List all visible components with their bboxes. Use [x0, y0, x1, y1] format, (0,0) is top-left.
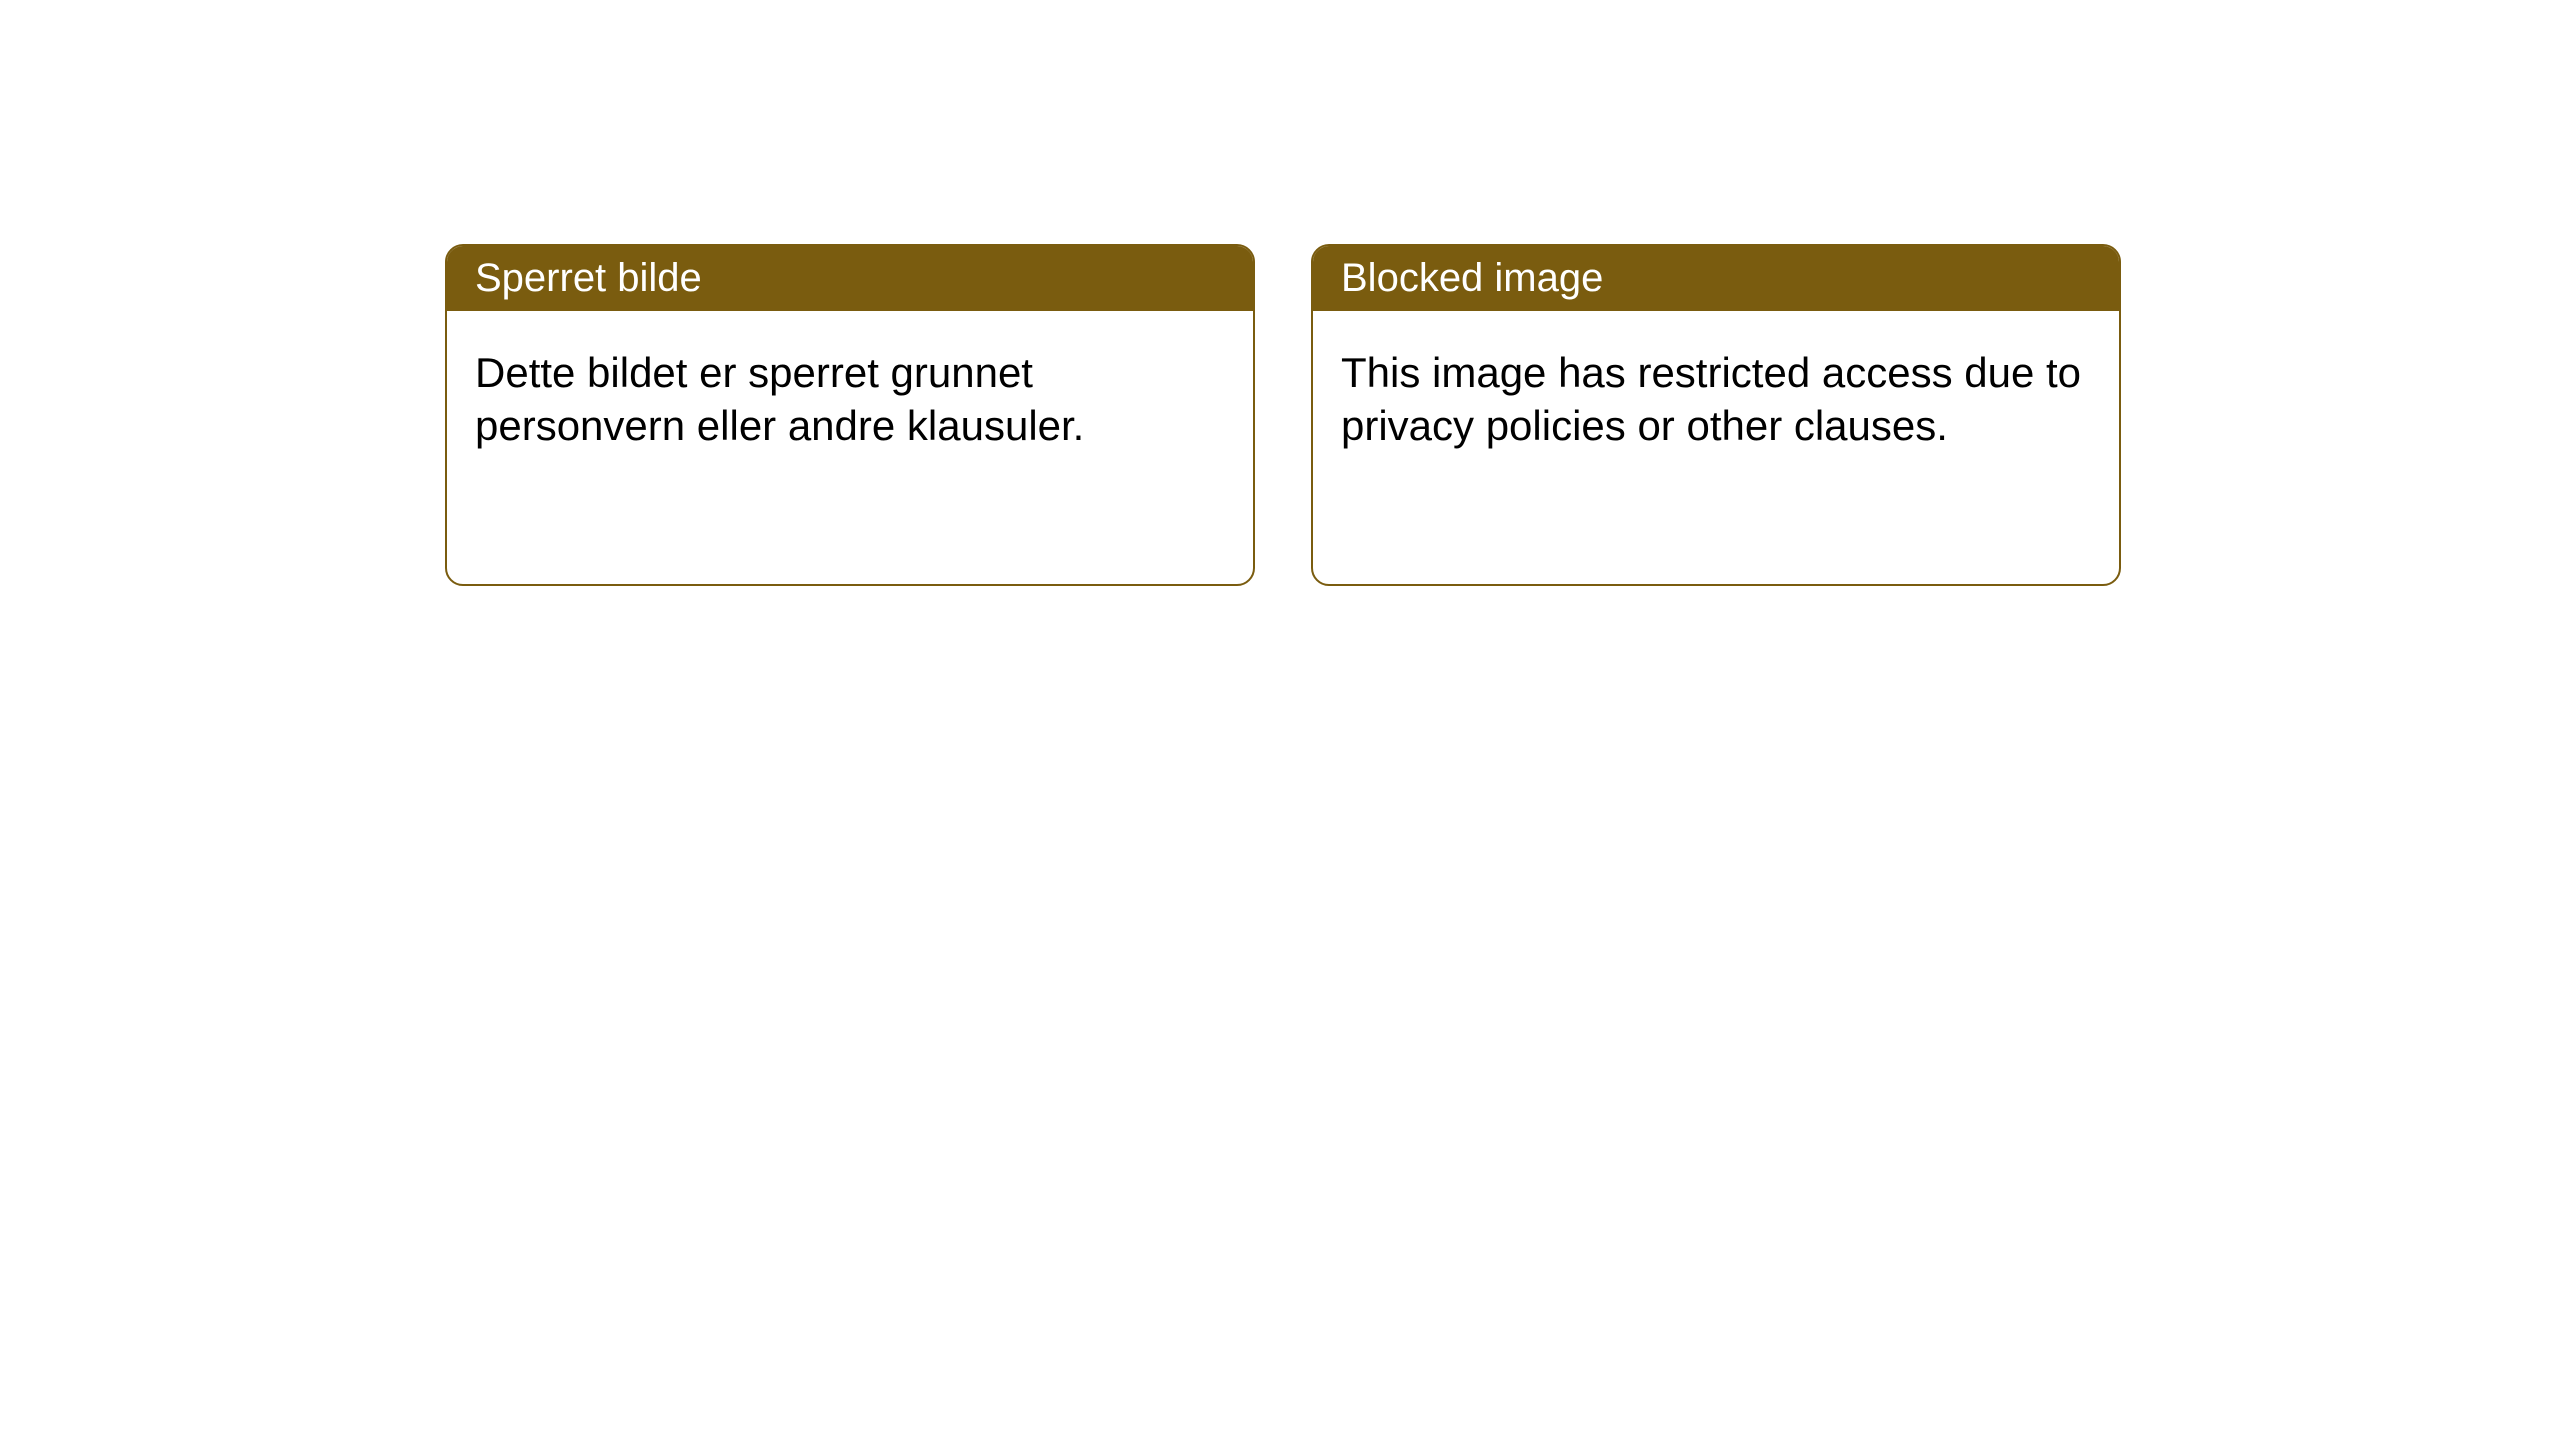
card-title: Blocked image [1341, 256, 1603, 300]
card-header: Blocked image [1313, 246, 2119, 311]
notice-container: Sperret bilde Dette bildet er sperret gr… [0, 0, 2560, 586]
card-title: Sperret bilde [475, 256, 702, 300]
card-body-text: This image has restricted access due to … [1341, 349, 2081, 449]
card-body: Dette bildet er sperret grunnet personve… [447, 311, 1253, 488]
blocked-image-card-no: Sperret bilde Dette bildet er sperret gr… [445, 244, 1255, 586]
blocked-image-card-en: Blocked image This image has restricted … [1311, 244, 2121, 586]
card-body-text: Dette bildet er sperret grunnet personve… [475, 349, 1084, 449]
card-header: Sperret bilde [447, 246, 1253, 311]
card-body: This image has restricted access due to … [1313, 311, 2119, 488]
